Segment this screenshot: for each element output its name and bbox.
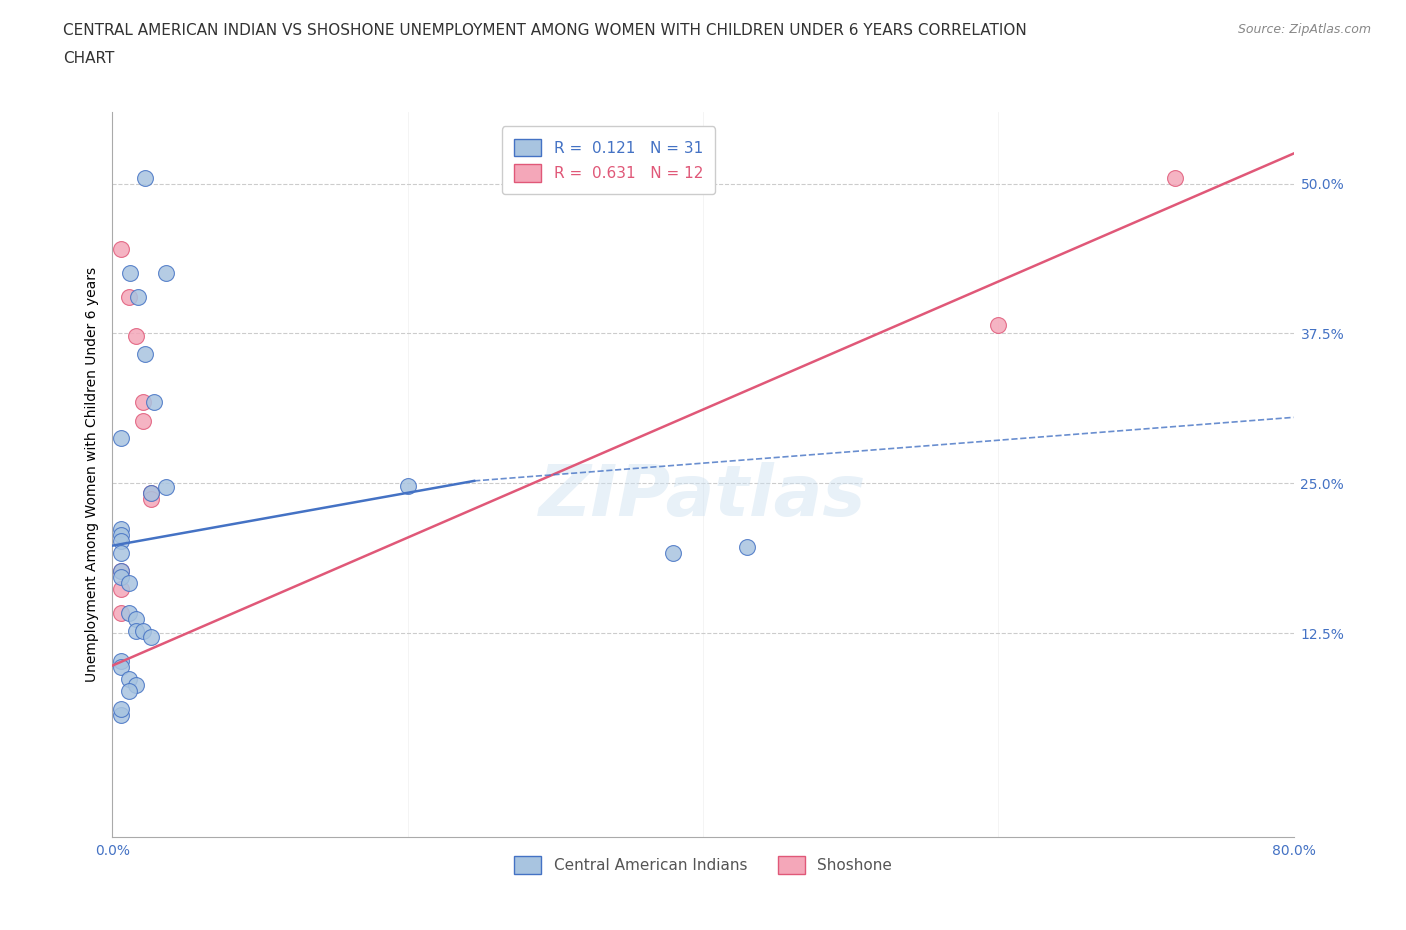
Point — [139, 485, 162, 500]
Point — [118, 671, 141, 686]
Point — [134, 170, 156, 185]
Point — [110, 701, 132, 716]
Point — [110, 564, 132, 578]
Point — [110, 242, 132, 257]
Point — [134, 346, 156, 361]
Point — [110, 581, 132, 596]
Point — [120, 266, 142, 281]
Point — [110, 569, 132, 584]
Point — [110, 534, 132, 549]
Point — [125, 677, 148, 692]
Legend: Central American Indians, Shoshone: Central American Indians, Shoshone — [508, 850, 898, 880]
Point — [110, 707, 132, 722]
Point — [118, 290, 141, 305]
Point — [155, 480, 177, 495]
Point — [118, 576, 141, 591]
Point — [118, 684, 141, 698]
Point — [110, 522, 132, 537]
Point — [110, 431, 132, 445]
Point — [139, 491, 162, 506]
Point — [110, 605, 132, 620]
Point — [110, 545, 132, 560]
Point — [139, 485, 162, 500]
Point — [110, 653, 132, 668]
Text: CENTRAL AMERICAN INDIAN VS SHOSHONE UNEMPLOYMENT AMONG WOMEN WITH CHILDREN UNDER: CENTRAL AMERICAN INDIAN VS SHOSHONE UNEM… — [63, 23, 1026, 38]
Point — [132, 623, 155, 638]
Point — [118, 605, 141, 620]
Point — [662, 545, 685, 560]
Point — [1164, 170, 1187, 185]
Point — [139, 630, 162, 644]
Point — [132, 414, 155, 429]
Text: Source: ZipAtlas.com: Source: ZipAtlas.com — [1237, 23, 1371, 36]
Point — [142, 394, 165, 409]
Point — [110, 659, 132, 674]
Text: ZIPatlas: ZIPatlas — [540, 461, 866, 530]
Point — [127, 290, 149, 305]
Point — [125, 623, 148, 638]
Point — [155, 266, 177, 281]
Point — [396, 478, 419, 493]
Point — [125, 611, 148, 626]
Text: CHART: CHART — [63, 51, 115, 66]
Point — [987, 317, 1010, 332]
Point — [110, 527, 132, 542]
Point — [132, 394, 155, 409]
Point — [110, 564, 132, 578]
Point — [125, 328, 148, 343]
Point — [737, 539, 759, 554]
Y-axis label: Unemployment Among Women with Children Under 6 years: Unemployment Among Women with Children U… — [84, 267, 98, 682]
